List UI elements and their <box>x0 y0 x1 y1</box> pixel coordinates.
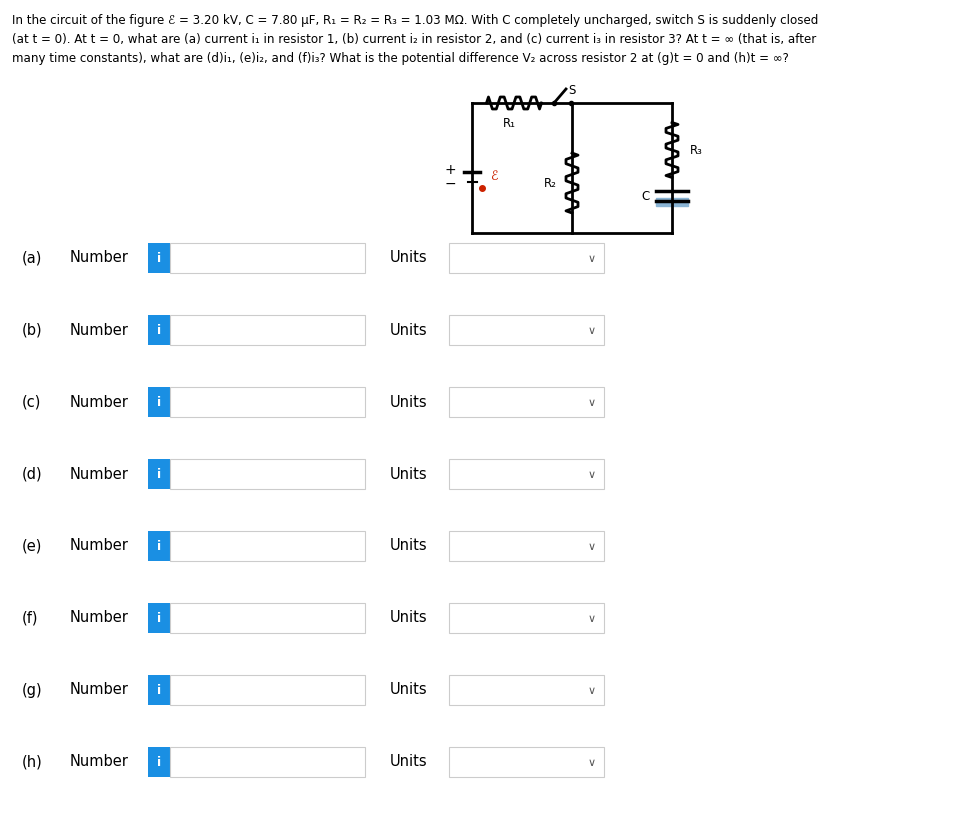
Bar <box>148 603 170 633</box>
Text: Number: Number <box>70 539 129 554</box>
Text: ∨: ∨ <box>588 470 596 480</box>
Text: Units: Units <box>390 250 428 265</box>
Text: i: i <box>157 756 161 769</box>
Bar <box>148 387 170 417</box>
Bar <box>170 531 365 561</box>
Text: (f): (f) <box>22 611 39 625</box>
Bar <box>148 675 170 705</box>
Text: Units: Units <box>390 395 428 410</box>
Text: R₂: R₂ <box>544 176 556 190</box>
Bar <box>170 747 365 777</box>
Text: ∨: ∨ <box>588 758 596 768</box>
Text: i: i <box>157 611 161 625</box>
Text: i: i <box>157 396 161 409</box>
Bar <box>170 315 365 345</box>
Text: ∨: ∨ <box>588 398 596 408</box>
Text: (at t = 0). At t = 0, what are (a) current i₁ in resistor 1, (b) current i₂ in r: (at t = 0). At t = 0, what are (a) curre… <box>12 33 817 46</box>
Text: (g): (g) <box>22 682 42 697</box>
Text: Units: Units <box>390 755 428 770</box>
Text: Units: Units <box>390 539 428 554</box>
Text: i: i <box>157 683 161 696</box>
Bar <box>148 531 170 561</box>
Bar <box>170 603 365 633</box>
Text: R₃: R₃ <box>690 143 703 157</box>
Text: Number: Number <box>70 611 129 625</box>
Text: ∨: ∨ <box>588 254 596 264</box>
Text: Number: Number <box>70 250 129 265</box>
Text: Number: Number <box>70 682 129 697</box>
Bar <box>449 675 604 705</box>
Text: i: i <box>157 467 161 480</box>
Bar <box>449 315 604 345</box>
Text: Number: Number <box>70 755 129 770</box>
Text: S: S <box>568 84 576 97</box>
Bar <box>449 243 604 273</box>
Text: i: i <box>157 251 161 265</box>
Text: Number: Number <box>70 322 129 338</box>
Text: ℰ: ℰ <box>490 170 497 182</box>
Bar <box>449 387 604 417</box>
Bar <box>449 747 604 777</box>
Bar <box>170 243 365 273</box>
Bar <box>449 603 604 633</box>
Text: (b): (b) <box>22 322 42 338</box>
Bar <box>449 531 604 561</box>
Text: ∨: ∨ <box>588 326 596 336</box>
Text: R₁: R₁ <box>502 117 516 130</box>
Text: ∨: ∨ <box>588 542 596 552</box>
Text: Number: Number <box>70 466 129 481</box>
Bar <box>148 747 170 777</box>
Text: −: − <box>444 177 456 191</box>
Text: (h): (h) <box>22 755 42 770</box>
Bar <box>170 459 365 489</box>
Text: Number: Number <box>70 395 129 410</box>
Text: Units: Units <box>390 682 428 697</box>
Text: Units: Units <box>390 611 428 625</box>
Bar <box>656 198 688 206</box>
Text: (a): (a) <box>22 250 42 265</box>
Text: i: i <box>157 540 161 553</box>
Bar <box>148 459 170 489</box>
Text: C: C <box>642 190 650 203</box>
Text: ∨: ∨ <box>588 686 596 696</box>
Text: Units: Units <box>390 322 428 338</box>
Text: i: i <box>157 324 161 336</box>
Text: (c): (c) <box>22 395 41 410</box>
Text: many time constants), what are (d)i₁, (e)i₂, and (f)i₃? What is the potential di: many time constants), what are (d)i₁, (e… <box>12 52 789 65</box>
Text: In the circuit of the figure ℰ = 3.20 kV, C = 7.80 µF, R₁ = R₂ = R₃ = 1.03 MΩ. W: In the circuit of the figure ℰ = 3.20 kV… <box>12 14 818 27</box>
Text: ∨: ∨ <box>588 614 596 624</box>
Bar <box>170 387 365 417</box>
Text: (d): (d) <box>22 466 42 481</box>
Text: Units: Units <box>390 466 428 481</box>
Bar <box>148 243 170 273</box>
Text: +: + <box>444 163 456 177</box>
Bar <box>170 675 365 705</box>
Bar <box>148 315 170 345</box>
Bar <box>449 459 604 489</box>
Text: (e): (e) <box>22 539 42 554</box>
